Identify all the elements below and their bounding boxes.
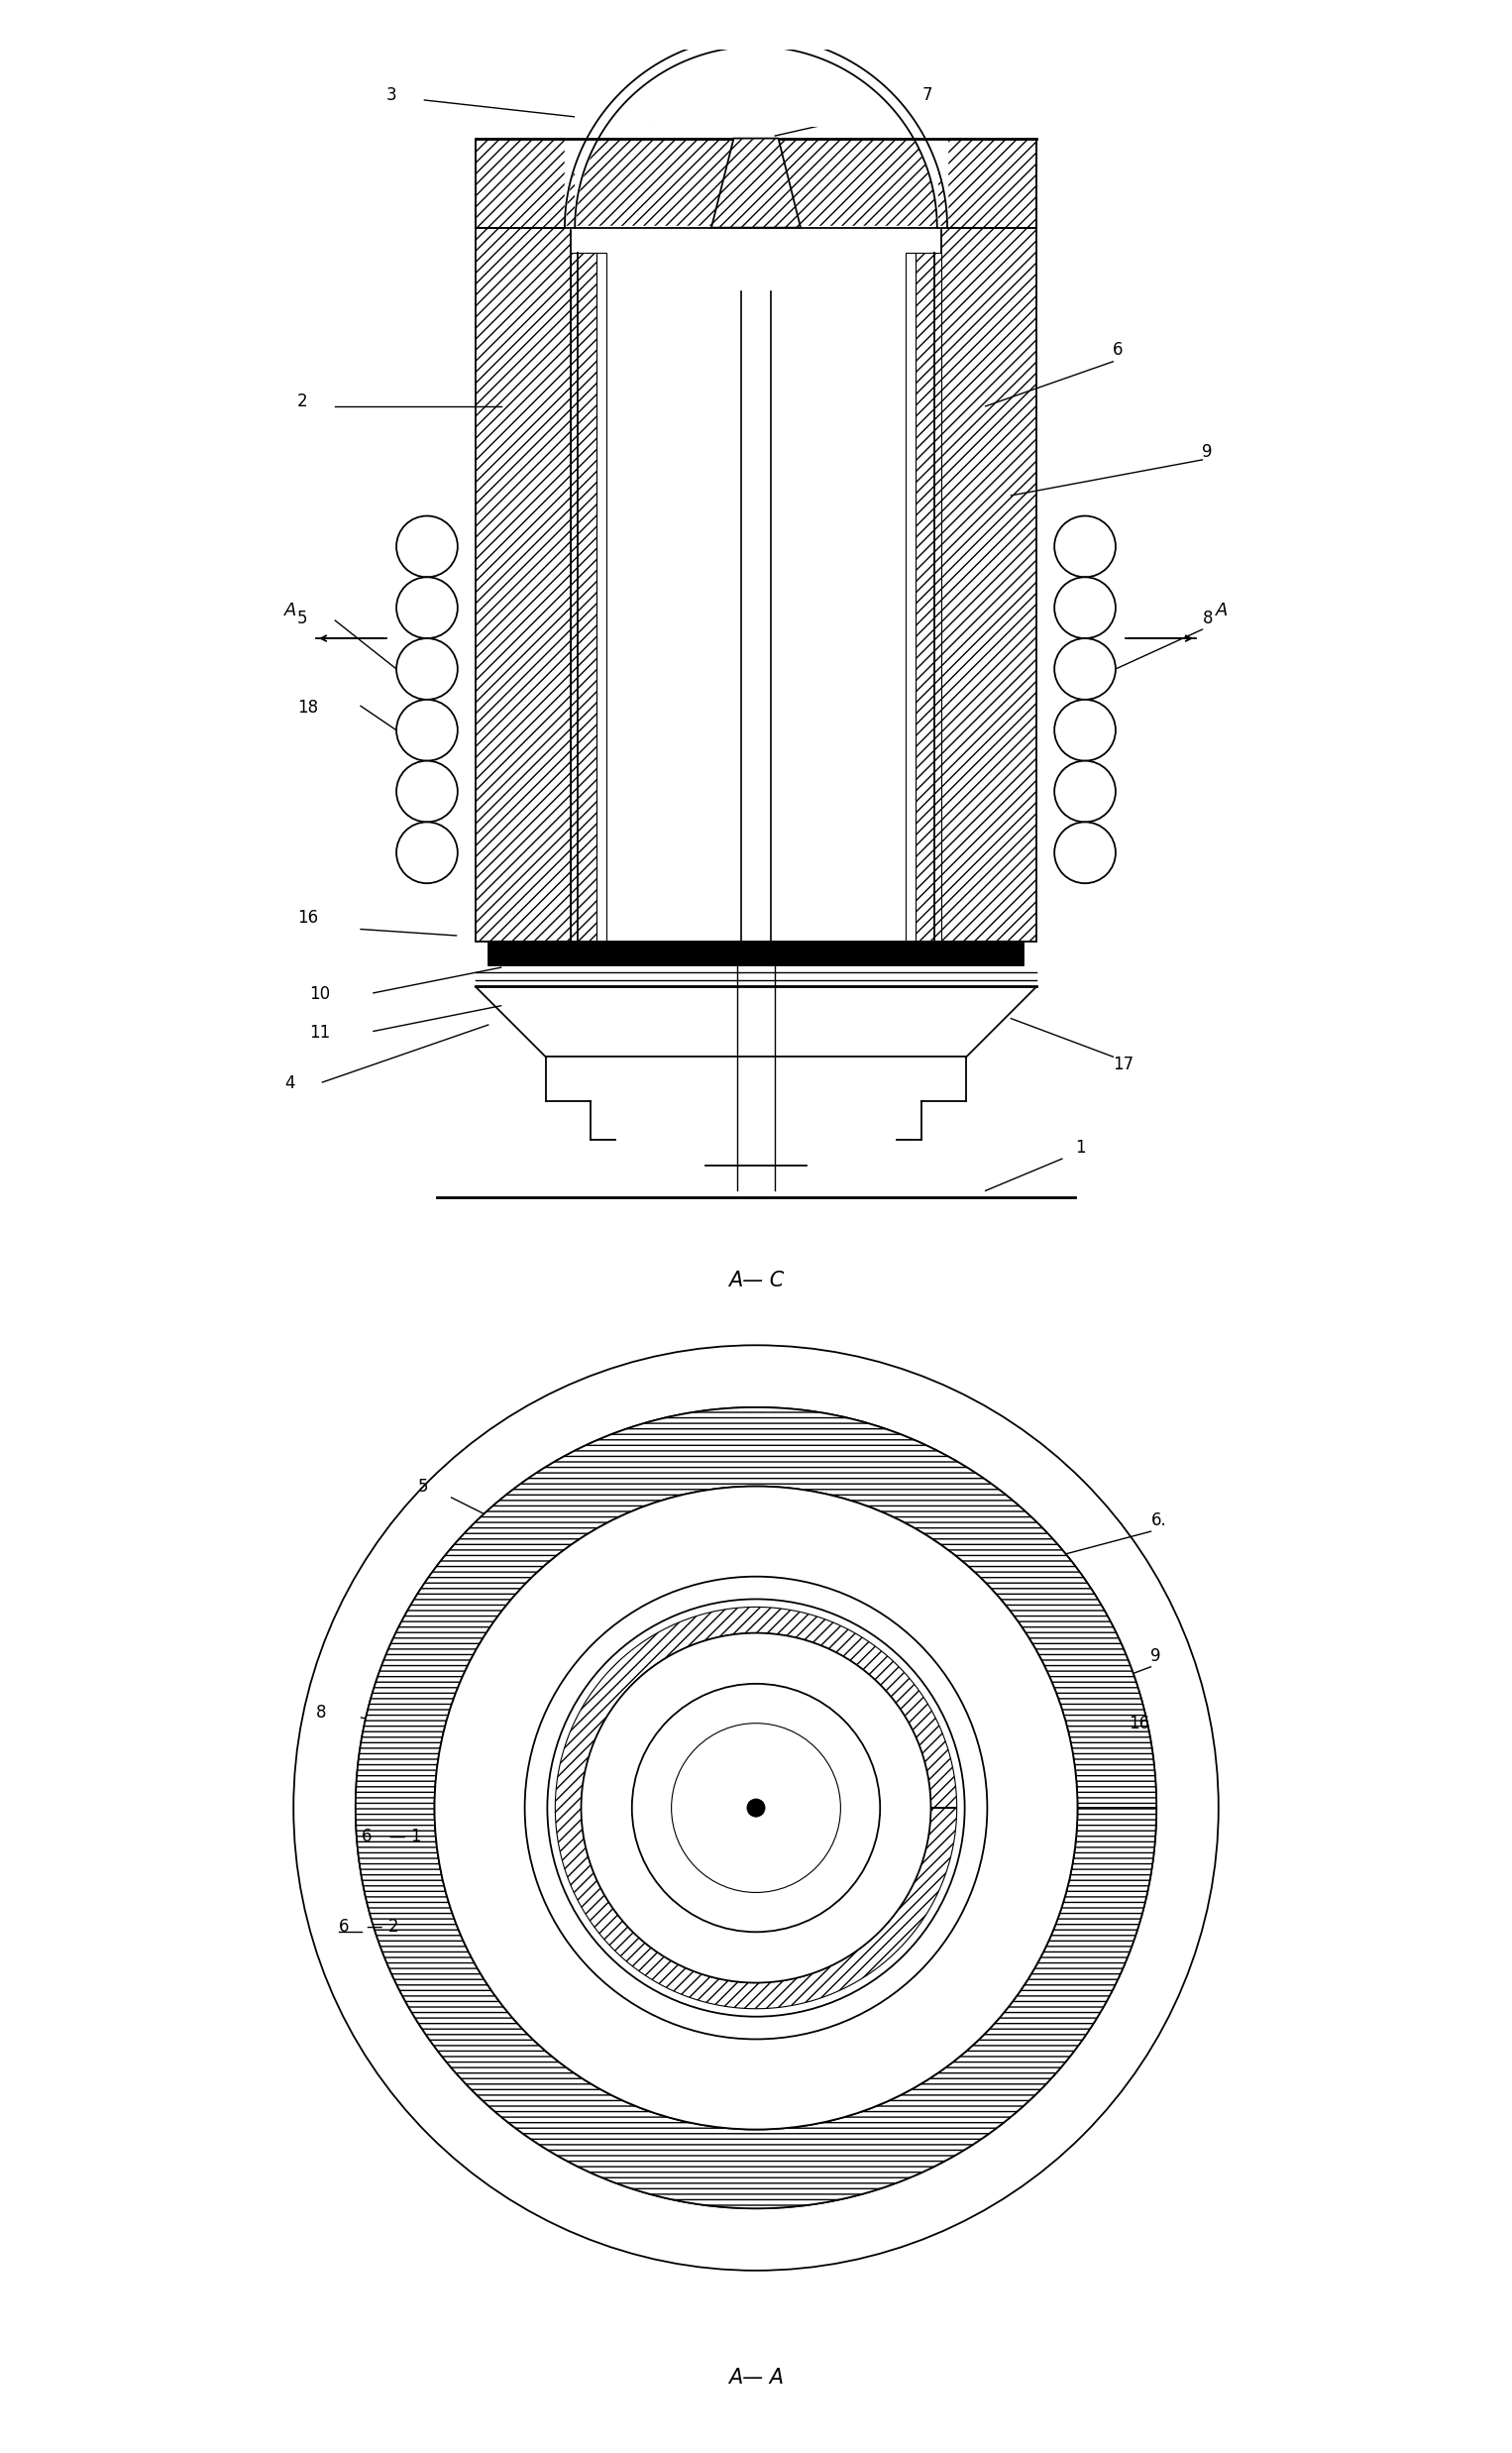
Circle shape (1054, 822, 1116, 883)
Circle shape (396, 760, 458, 822)
Polygon shape (572, 253, 597, 942)
Text: 11: 11 (310, 1023, 331, 1043)
Circle shape (355, 1408, 1157, 2208)
Text: A— A: A— A (729, 2367, 783, 2387)
Text: 5: 5 (417, 1479, 428, 1496)
Text: 17: 17 (1113, 1055, 1134, 1074)
Text: A: A (284, 601, 296, 618)
Circle shape (396, 638, 458, 699)
Text: 6.: 6. (1151, 1511, 1166, 1531)
Circle shape (396, 822, 458, 883)
Text: 10: 10 (310, 986, 331, 1003)
Circle shape (396, 699, 458, 760)
Circle shape (434, 1487, 1078, 2129)
Text: 5: 5 (296, 608, 307, 628)
Text: 6: 6 (339, 1918, 349, 1935)
Circle shape (1054, 515, 1116, 576)
Text: 6: 6 (361, 1827, 372, 1845)
Text: 1: 1 (1075, 1138, 1086, 1155)
Polygon shape (940, 228, 1037, 942)
Polygon shape (355, 1408, 1157, 2208)
Polygon shape (488, 942, 1024, 964)
Text: — 2: — 2 (367, 1918, 399, 1935)
Polygon shape (711, 137, 801, 228)
Text: 2: 2 (296, 392, 307, 410)
Text: 8: 8 (1202, 608, 1213, 628)
Text: 3: 3 (386, 86, 396, 103)
Text: — 1: — 1 (390, 1827, 422, 1845)
Circle shape (581, 1634, 931, 1982)
Polygon shape (555, 1607, 957, 2009)
Text: 9: 9 (1202, 444, 1213, 461)
Text: 9: 9 (1151, 1648, 1161, 1666)
Circle shape (396, 576, 458, 638)
Circle shape (396, 515, 458, 576)
Text: 16: 16 (296, 910, 318, 927)
Circle shape (1054, 699, 1116, 760)
Polygon shape (597, 253, 606, 942)
Text: 6: 6 (1113, 341, 1123, 358)
Text: A— C: A— C (729, 1271, 783, 1290)
Text: 7: 7 (922, 86, 933, 103)
Circle shape (747, 1798, 765, 1818)
Circle shape (1054, 760, 1116, 822)
Text: 4: 4 (284, 1074, 295, 1092)
Circle shape (632, 1683, 880, 1933)
Text: A: A (1216, 601, 1228, 618)
Polygon shape (475, 228, 572, 942)
Polygon shape (606, 253, 906, 942)
Circle shape (1054, 638, 1116, 699)
Text: 18: 18 (296, 699, 318, 716)
Polygon shape (475, 137, 1037, 228)
Circle shape (1054, 576, 1116, 638)
Polygon shape (915, 253, 940, 942)
Text: 8: 8 (316, 1705, 327, 1722)
Polygon shape (906, 253, 915, 942)
Text: 16: 16 (1128, 1715, 1149, 1732)
